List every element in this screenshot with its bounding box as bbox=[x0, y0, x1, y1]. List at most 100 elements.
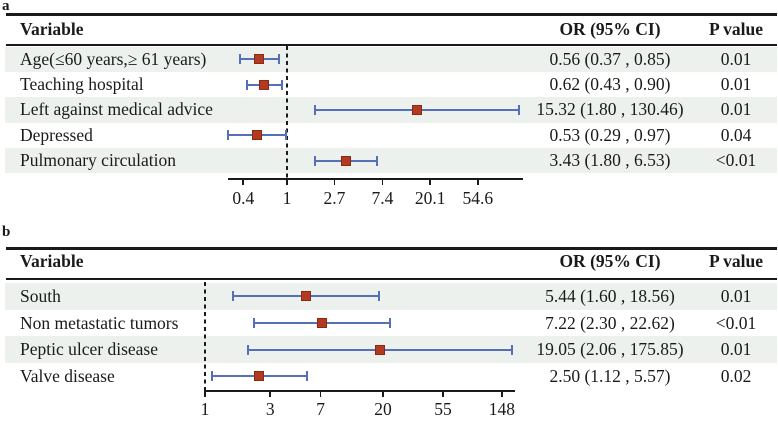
reference-line bbox=[286, 46, 288, 178]
ci-cap-low bbox=[314, 155, 317, 166]
p-value: 0.01 bbox=[720, 73, 752, 94]
x-axis-tick-label: 54.6 bbox=[462, 188, 494, 208]
ci-cap-high bbox=[518, 105, 521, 115]
x-axis-tick bbox=[442, 390, 444, 397]
x-axis-tick-label: 148 bbox=[488, 399, 515, 419]
panel-b-label: b bbox=[2, 224, 11, 240]
or-marker bbox=[340, 155, 351, 166]
or-ci-value: 0.53 (0.29 , 0.97) bbox=[549, 124, 671, 145]
x-axis-tick-label: 7 bbox=[316, 399, 325, 419]
row-band bbox=[5, 283, 777, 310]
variable-label: Age(≤60 years,≥ 61 years) bbox=[20, 48, 207, 69]
x-axis-tick-label: 7.4 bbox=[371, 188, 394, 208]
ci-cap-high bbox=[377, 291, 380, 302]
ci-cap-low bbox=[210, 371, 213, 382]
column-header-variable: Variable bbox=[20, 19, 84, 39]
column-header-or-ci: OR (95% CI) bbox=[559, 251, 661, 271]
x-axis-tick bbox=[429, 178, 431, 185]
x-axis-tick-label: 1 bbox=[282, 188, 292, 208]
ci-cap-high bbox=[389, 317, 392, 328]
variable-label: Valve disease bbox=[20, 365, 115, 386]
x-axis-tick bbox=[501, 390, 503, 397]
x-axis-tick bbox=[477, 178, 479, 185]
column-header-or-ci: OR (95% CI) bbox=[559, 19, 661, 39]
p-value: <0.01 bbox=[715, 150, 757, 171]
variable-label: Teaching hospital bbox=[20, 73, 144, 94]
p-value: 0.04 bbox=[720, 124, 752, 145]
column-header-p-value: P value bbox=[709, 251, 763, 271]
p-value: 0.01 bbox=[720, 99, 752, 120]
ci-cap-low bbox=[246, 344, 249, 355]
p-value: <0.01 bbox=[715, 312, 757, 333]
or-ci-value: 0.62 (0.43 , 0.90) bbox=[549, 73, 671, 94]
ci-cap-low bbox=[253, 317, 256, 328]
x-axis-tick-label: 3 bbox=[265, 399, 275, 419]
ci-cap-low bbox=[231, 291, 234, 302]
or-ci-value: 15.32 (1.80 , 130.46) bbox=[536, 99, 684, 120]
or-marker bbox=[251, 130, 262, 141]
x-axis-tick-label: 0.4 bbox=[232, 188, 255, 208]
or-marker bbox=[412, 105, 423, 115]
header-rule bbox=[6, 278, 777, 280]
variable-label: Left against medical advice bbox=[20, 99, 213, 120]
x-axis-tick bbox=[204, 390, 206, 397]
x-axis-tick bbox=[333, 178, 336, 185]
or-marker bbox=[254, 54, 265, 65]
x-axis-tick-label: 1 bbox=[200, 399, 210, 419]
column-header-p-value: P value bbox=[709, 19, 763, 39]
x-axis-tick bbox=[269, 390, 272, 397]
variable-label: Depressed bbox=[20, 124, 93, 145]
top-rule bbox=[6, 13, 777, 16]
x-axis-tick bbox=[382, 390, 384, 397]
reference-line bbox=[204, 281, 206, 390]
header-rule bbox=[6, 44, 777, 46]
ci-cap-low bbox=[226, 130, 229, 141]
variable-label: South bbox=[20, 286, 61, 306]
x-axis-tick bbox=[319, 390, 322, 397]
x-axis-tick-label: 20 bbox=[374, 399, 392, 419]
x-axis-tick bbox=[381, 178, 384, 185]
ci-cap-high bbox=[280, 79, 283, 90]
x-axis-line bbox=[205, 390, 515, 392]
x-axis-tick-label: 2.7 bbox=[323, 188, 346, 208]
x-axis-line bbox=[228, 178, 523, 180]
ci-cap-high bbox=[278, 54, 281, 65]
row-band bbox=[5, 148, 777, 174]
or-marker bbox=[375, 344, 386, 355]
p-value: 0.01 bbox=[720, 48, 752, 69]
x-axis-tick bbox=[242, 178, 245, 185]
row-band bbox=[5, 46, 777, 72]
or-ci-value: 19.05 (2.06 , 175.85) bbox=[536, 339, 684, 360]
or-marker bbox=[300, 291, 311, 302]
ci-cap-low bbox=[238, 54, 241, 65]
or-ci-value: 0.56 (0.37 , 0.85) bbox=[549, 48, 671, 69]
or-ci-value: 2.50 (1.12 , 5.57) bbox=[549, 365, 671, 386]
column-header-variable: Variable bbox=[20, 251, 84, 271]
p-value: 0.01 bbox=[720, 339, 752, 360]
or-marker bbox=[317, 317, 328, 328]
p-value: 0.01 bbox=[720, 286, 752, 306]
top-rule bbox=[6, 247, 777, 250]
x-axis-tick-label: 20.1 bbox=[414, 188, 446, 208]
x-axis-tick bbox=[286, 178, 288, 185]
panel-a-label: a bbox=[2, 0, 10, 14]
or-ci-value: 7.22 (2.30 , 22.62) bbox=[545, 312, 675, 333]
ci-cap-low bbox=[245, 79, 248, 90]
variable-label: Non metastatic tumors bbox=[20, 312, 179, 333]
p-value: 0.02 bbox=[720, 365, 752, 386]
ci-cap-high bbox=[306, 371, 308, 382]
or-marker bbox=[254, 371, 265, 382]
variable-label: Peptic ulcer disease bbox=[20, 339, 159, 360]
ci-cap-high bbox=[511, 344, 514, 355]
or-marker bbox=[259, 79, 270, 90]
or-ci-value: 5.44 (1.60 , 18.56) bbox=[545, 286, 675, 306]
ci-cap-low bbox=[314, 105, 317, 115]
or-ci-value: 3.43 (1.80 , 6.53) bbox=[549, 150, 671, 171]
ci-cap-high bbox=[375, 155, 378, 166]
variable-label: Pulmonary circulation bbox=[20, 150, 177, 171]
x-axis-tick-label: 55 bbox=[434, 399, 452, 419]
ci-cap-high bbox=[284, 130, 287, 141]
